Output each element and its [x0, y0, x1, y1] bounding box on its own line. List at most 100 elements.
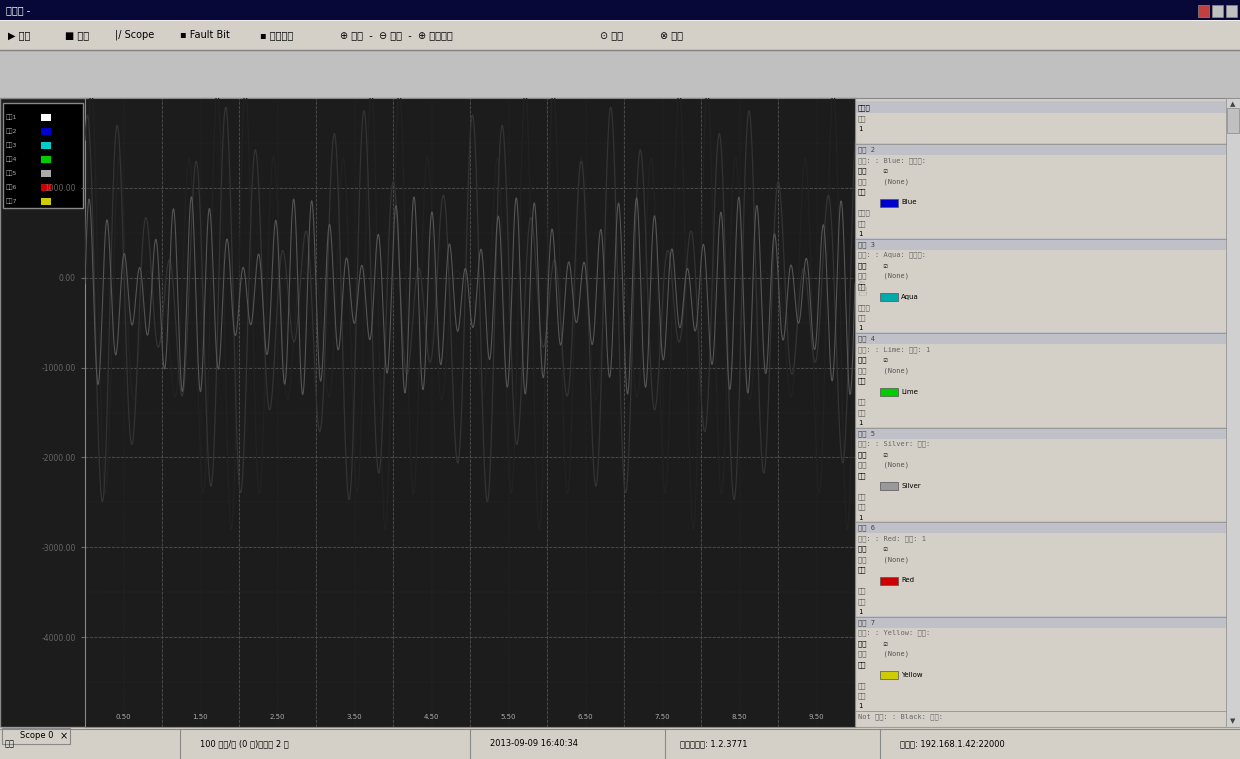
Bar	[709, 291, 727, 293]
Bar	[709, 345, 727, 346]
Bar	[709, 298, 727, 299]
Text: ▼: ▼	[1230, 718, 1236, 724]
Bar	[461, 304, 475, 317]
Bar	[709, 224, 727, 225]
Text: |/ Scope: |/ Scope	[115, 30, 154, 40]
Text: 通道 6: 通道 6	[858, 524, 875, 531]
Bar	[548, 438, 727, 454]
Bar	[477, 319, 491, 332]
Bar	[709, 360, 727, 361]
Text: 红(R):: 红(R):	[630, 380, 649, 389]
Text: 显示: : Red: 图题: 1: 显示: : Red: 图题: 1	[858, 535, 926, 542]
Bar	[397, 319, 410, 332]
Text: 色调(H):: 色调(H):	[548, 380, 572, 389]
Bar	[709, 291, 727, 292]
Bar	[709, 220, 727, 221]
Bar	[709, 363, 727, 364]
Text: 押点组: 押点组	[858, 209, 870, 216]
Bar	[397, 349, 410, 362]
Bar	[596, 376, 624, 389]
Bar	[0, 98, 856, 727]
Bar	[709, 302, 727, 303]
Text: 颜色: 颜色	[858, 567, 867, 573]
Bar	[445, 414, 459, 427]
Bar	[880, 388, 898, 395]
Bar	[429, 289, 443, 302]
Bar	[709, 225, 727, 227]
Text: 规定义自定义颜色(D)  >>: 规定义自定义颜色(D) >>	[381, 446, 454, 455]
Bar	[381, 399, 396, 412]
Bar	[709, 341, 727, 342]
Text: Red: Red	[901, 578, 914, 584]
Bar	[709, 225, 727, 226]
Bar	[461, 364, 475, 377]
Bar	[429, 364, 443, 377]
Bar	[381, 364, 396, 377]
Text: 颜色: 颜色	[858, 472, 867, 479]
Text: 比例: 比例	[858, 693, 867, 699]
Text: Aqua: Aqua	[901, 294, 919, 300]
Bar	[413, 304, 427, 317]
Bar	[856, 427, 1226, 439]
Bar	[413, 289, 427, 302]
Bar	[856, 616, 1226, 628]
Bar	[709, 304, 727, 305]
Text: 绘色    (None): 绘色 (None)	[858, 461, 909, 468]
Text: ▲: ▲	[1230, 101, 1236, 107]
Text: 4.50: 4.50	[424, 713, 439, 720]
Bar	[709, 337, 727, 338]
Bar	[709, 260, 727, 261]
Bar	[709, 351, 727, 352]
Bar	[709, 370, 727, 371]
Bar	[709, 371, 727, 372]
Bar	[709, 231, 727, 232]
Bar	[709, 281, 727, 282]
Bar	[413, 334, 427, 347]
Bar	[445, 399, 459, 412]
Bar	[709, 322, 727, 323]
Text: 1: 1	[858, 609, 862, 615]
Text: 图题: 图题	[858, 587, 867, 594]
Text: 通道 5: 通道 5	[858, 430, 875, 437]
Text: 2013-09-09 16:40:34: 2013-09-09 16:40:34	[490, 739, 578, 748]
Bar	[709, 313, 727, 314]
Polygon shape	[608, 219, 703, 289]
Bar	[461, 399, 475, 412]
Bar	[709, 223, 727, 224]
Bar	[494, 414, 507, 427]
Bar	[477, 349, 491, 362]
Text: 押点组: 押点组	[858, 304, 870, 310]
Bar	[373, 184, 758, 424]
Bar	[709, 373, 727, 374]
Text: ?: ?	[730, 188, 735, 198]
Bar	[709, 261, 727, 262]
Bar	[709, 243, 727, 244]
Text: 8.50: 8.50	[732, 713, 748, 720]
Bar	[709, 369, 727, 370]
Bar	[880, 199, 898, 206]
Bar	[709, 240, 727, 241]
Bar	[709, 372, 727, 373]
Bar	[494, 349, 507, 362]
Text: 显示    ☑: 显示 ☑	[858, 168, 888, 175]
Bar	[880, 482, 898, 490]
Bar	[0, 729, 1240, 759]
Bar	[397, 399, 410, 412]
Bar	[856, 521, 1226, 533]
Text: Lime: Lime	[901, 389, 918, 395]
Bar	[709, 244, 727, 245]
Bar	[709, 318, 727, 319]
Bar	[709, 350, 727, 351]
Bar	[709, 364, 727, 365]
Text: 显示: : Yellow: 图题:: 显示: : Yellow: 图题:	[858, 630, 930, 636]
Bar	[709, 237, 727, 238]
Bar	[429, 304, 443, 317]
Bar	[709, 221, 727, 222]
Bar	[709, 290, 727, 291]
Text: 图题: 图题	[858, 398, 867, 405]
Text: 比例: 比例	[858, 504, 867, 510]
Bar	[709, 357, 727, 358]
Text: 通道 2: 通道 2	[858, 146, 875, 153]
Bar	[709, 361, 727, 362]
Bar	[709, 317, 727, 318]
